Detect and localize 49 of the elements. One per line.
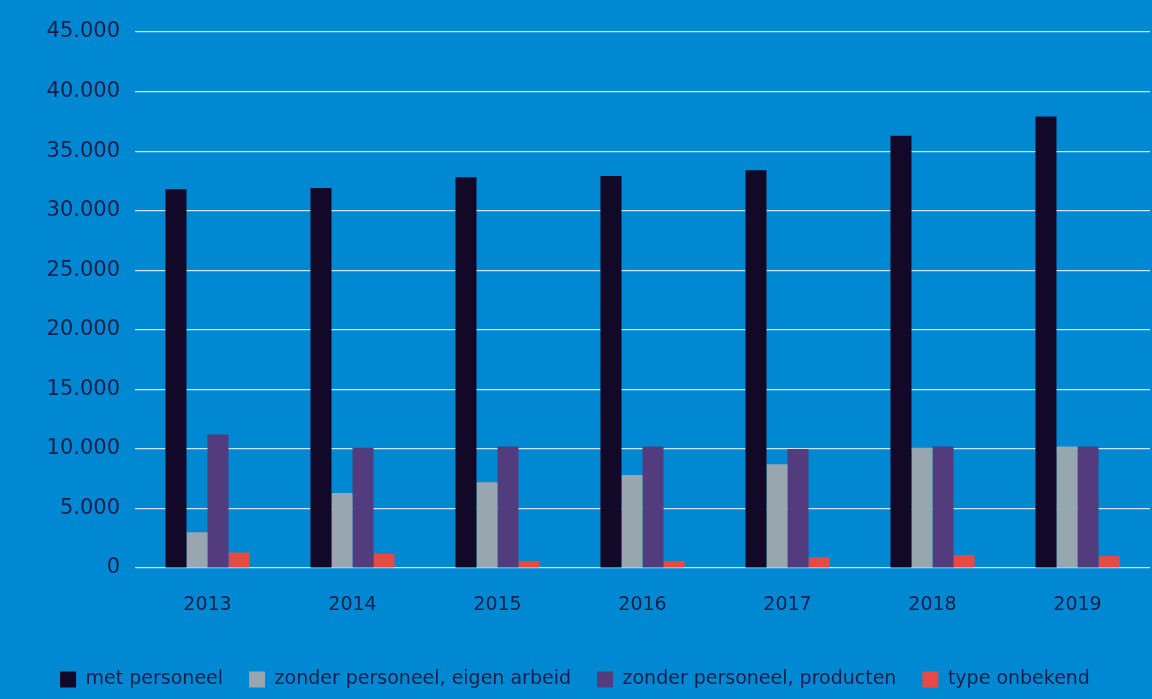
x-tick-label: 2016 — [618, 592, 667, 615]
bar — [1098, 556, 1120, 568]
bar — [663, 560, 685, 568]
bar — [331, 492, 353, 568]
bar — [1077, 446, 1099, 568]
bar — [373, 553, 395, 568]
y-tick-label: 45.000 — [46, 18, 120, 43]
bar — [186, 532, 208, 568]
legend-label: met personeel — [85, 666, 224, 689]
bar — [476, 482, 498, 568]
bar — [911, 447, 933, 568]
y-tick-label: 15.000 — [46, 375, 120, 400]
x-tick-label: 2013 — [183, 592, 232, 615]
bar — [787, 448, 809, 568]
legend-label: type onbekend — [947, 666, 1090, 689]
bar — [890, 135, 912, 568]
bar — [352, 447, 374, 568]
y-tick-label: 40.000 — [46, 78, 120, 103]
bar — [497, 446, 519, 568]
y-tick-label: 0 — [106, 554, 120, 579]
bar — [808, 557, 830, 568]
y-tick-label: 35.000 — [46, 137, 120, 162]
bar — [642, 446, 664, 568]
bar — [1056, 446, 1078, 568]
y-tick-label: 30.000 — [46, 197, 120, 222]
y-tick-label: 20.000 — [46, 316, 120, 341]
x-tick-label: 2014 — [328, 592, 377, 615]
y-tick-label: 5.000 — [59, 494, 120, 519]
bar — [455, 177, 477, 568]
bar — [766, 464, 788, 568]
bar — [953, 554, 975, 568]
bar — [165, 189, 187, 568]
bar — [600, 176, 622, 568]
bar — [518, 560, 540, 568]
bar — [621, 475, 643, 568]
bar — [207, 434, 229, 568]
x-tick-label: 2019 — [1053, 592, 1102, 615]
bar — [310, 188, 332, 568]
legend-label: zonder personeel, eigen arbeid — [274, 666, 571, 689]
y-tick-label: 25.000 — [46, 256, 120, 281]
legend-label: zonder personeel, producten — [622, 666, 897, 689]
x-tick-label: 2015 — [473, 592, 522, 615]
bar — [228, 552, 250, 568]
bar — [932, 446, 954, 568]
bar — [1035, 116, 1057, 568]
x-tick-label: 2017 — [763, 592, 812, 615]
bar — [745, 170, 767, 568]
y-tick-label: 10.000 — [46, 435, 120, 460]
x-tick-label: 2018 — [908, 592, 957, 615]
